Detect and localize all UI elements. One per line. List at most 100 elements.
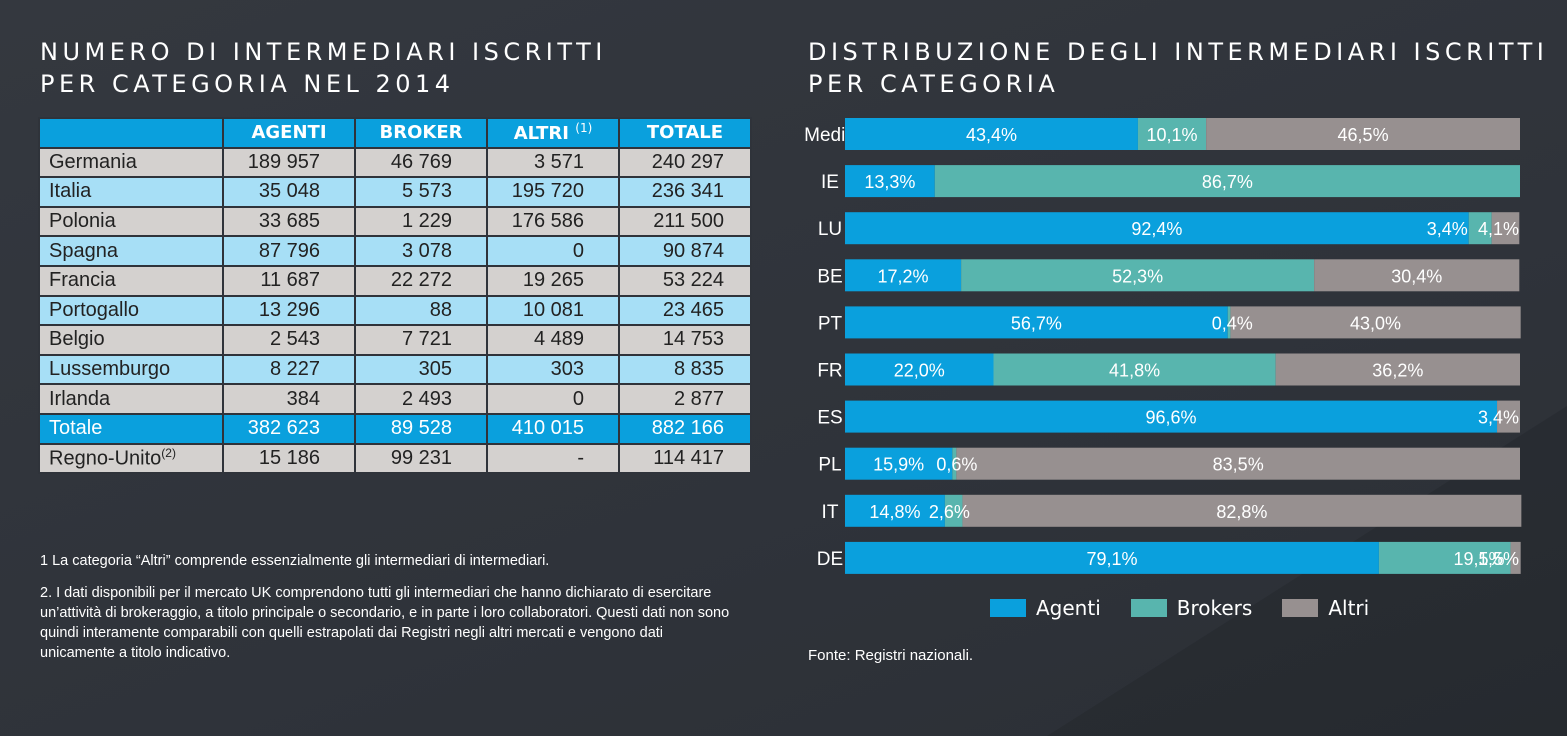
data-label-agenti: 14,8% — [869, 502, 920, 522]
table-cell-value: 15 186 — [222, 442, 356, 475]
country-label: Totale — [49, 417, 103, 440]
category-label: IT — [822, 502, 839, 523]
source-note: Fonte: Registri nazionali. — [808, 647, 974, 664]
bar-segment-agenti — [845, 118, 1138, 150]
data-label-agenti: 96,6% — [1146, 408, 1197, 428]
category-label: Media — [804, 125, 856, 146]
table-row: Lussemburgo 8 227 305 303 8 835 — [38, 353, 752, 386]
table-cell-value: 4 489 — [486, 324, 620, 356]
category-label: LU — [818, 219, 842, 240]
data-label-altri: 82,8% — [1216, 502, 1267, 522]
bar-segment-agenti — [845, 165, 935, 198]
data-label-altri: 36,2% — [1372, 361, 1423, 381]
bar-segment-agenti — [845, 306, 1228, 339]
table-cell-value: 88 — [354, 294, 488, 327]
table-cell-value: 3 078 — [354, 235, 488, 267]
data-label-agenti: 17,2% — [878, 266, 929, 286]
table-cell-value: 46 769 — [354, 146, 488, 179]
bar-segment-agenti — [845, 541, 1379, 574]
bar-segment-brokers — [934, 165, 1520, 198]
table-cell-country: Spagna — [38, 235, 224, 267]
table-cell-value: 2 877 — [618, 383, 752, 415]
bar-segment-altri — [1491, 212, 1520, 245]
table-cell-value: 89 528 — [354, 412, 488, 445]
data-label-altri: 3,4% — [1478, 408, 1519, 428]
category-label: FR — [817, 361, 842, 382]
bar-segment-brokers — [952, 447, 957, 480]
table-cell-value: 384 — [222, 383, 356, 415]
table-cell-value: 305 — [354, 353, 488, 386]
data-label-brokers: 52,3% — [1112, 266, 1163, 286]
country-label: Irlanda — [49, 387, 111, 410]
table-row: Belgio 2 543 7 721 4 489 14 753 — [38, 324, 752, 356]
table-cell-value: 2 543 — [222, 324, 356, 356]
table-cell-value: 410 015 — [486, 412, 620, 445]
table-cell-value: 382 623 — [222, 412, 356, 445]
table-cell-value: 114 417 — [618, 442, 752, 475]
country-label: Portogallo — [49, 298, 140, 321]
table-cell-value: 211 500 — [618, 205, 752, 238]
data-label-agenti: 13,3% — [864, 172, 915, 192]
data-label-brokers: 3,4% — [1427, 219, 1468, 239]
legend-item-agenti: Agenti — [990, 596, 1101, 620]
category-label: DE — [817, 549, 843, 570]
table-row: Polonia 33 685 1 229 176 586 211 500 — [38, 205, 752, 238]
data-label-agenti: 79,1% — [1086, 549, 1137, 569]
data-label-brokers: 41,8% — [1109, 361, 1160, 381]
chart-title: DISTRIBUZIONE DEGLI INTERMEDIARI ISCRITT… — [808, 38, 1549, 98]
table-cell-value: 1 229 — [354, 205, 488, 238]
table-cell-value: 189 957 — [222, 146, 356, 179]
bar-segment-brokers — [1227, 306, 1231, 339]
bar-segment-brokers — [961, 259, 1315, 292]
table-cell-country: Portogallo — [38, 294, 224, 327]
bar-segment-brokers — [1378, 541, 1511, 574]
legend-item-altri: Altri — [1282, 596, 1369, 620]
table-cell-value: 882 166 — [618, 412, 752, 445]
footnote-1: 1 La categoria “Altri” comprende essenzi… — [40, 553, 550, 569]
bar-segment-brokers — [993, 353, 1276, 386]
table-row: Irlanda 384 2 493 0 2 877 — [38, 383, 752, 415]
bar-segment-agenti — [845, 212, 1469, 245]
table-cell-value: 53 224 — [618, 264, 752, 297]
data-label-altri: 4,1% — [1478, 219, 1519, 239]
data-label-agenti: 92,4% — [1131, 219, 1182, 239]
country-label: Lussemburgo — [49, 358, 171, 381]
bar-segment-altri — [1230, 306, 1521, 339]
header-totale: TOTALE — [618, 117, 752, 149]
data-label-agenti: 56,7% — [1011, 313, 1062, 333]
bar-segment-altri — [1206, 118, 1520, 150]
table-cell-value: 303 — [486, 353, 620, 386]
data-label-agenti: 22,0% — [894, 361, 945, 381]
table-cell-value: 87 796 — [222, 235, 356, 267]
legend-label-altri: Altri — [1328, 596, 1370, 620]
country-label: Polonia — [49, 210, 116, 233]
category-label: BE — [817, 266, 842, 287]
data-label-altri: 1,5% — [1478, 549, 1519, 569]
bar-segment-altri — [962, 494, 1522, 527]
table-cell-value: 8 227 — [222, 353, 356, 386]
bar-segment-altri — [1314, 259, 1520, 292]
table-row: Totale 382 623 89 528 410 015 882 166 — [38, 412, 752, 445]
table-cell-value: 23 465 — [618, 294, 752, 327]
bar-segment-altri — [1510, 541, 1521, 574]
country-label: Francia — [49, 269, 116, 292]
bar-segment-brokers — [944, 494, 963, 527]
stacked-bar-chart: Media 43,4% 10,1% 46,5% IE 13,3% 86,7% LU 92,4% 3… — [804, 118, 1522, 574]
table-body: Germania 189 957 46 769 3 571 240 297 Italia 3… — [38, 146, 752, 475]
bar-segment-brokers — [1468, 212, 1492, 245]
legend-swatch-altri — [1282, 599, 1319, 617]
header-altri-note: (1) — [575, 121, 593, 136]
intermediari-table: AGENTI BROKER ALTRI (1) TOTALE Germania 1… — [38, 117, 752, 475]
data-label-brokers: 0,6% — [936, 455, 977, 475]
header-altri: ALTRI (1) — [486, 117, 620, 149]
data-label-brokers: 19,5% — [1454, 549, 1505, 569]
data-label-brokers: 0,4% — [1212, 313, 1253, 333]
table-cell-value: 33 685 — [222, 205, 356, 238]
table-cell-country: Irlanda — [38, 383, 224, 415]
data-label-brokers: 2,6% — [929, 502, 970, 522]
bar-segment-agenti — [845, 494, 945, 527]
legend-swatch-agenti — [990, 599, 1026, 617]
country-note: (2) — [161, 446, 176, 460]
table-cell-value: 195 720 — [486, 176, 620, 208]
bar-segment-agenti — [845, 259, 962, 292]
